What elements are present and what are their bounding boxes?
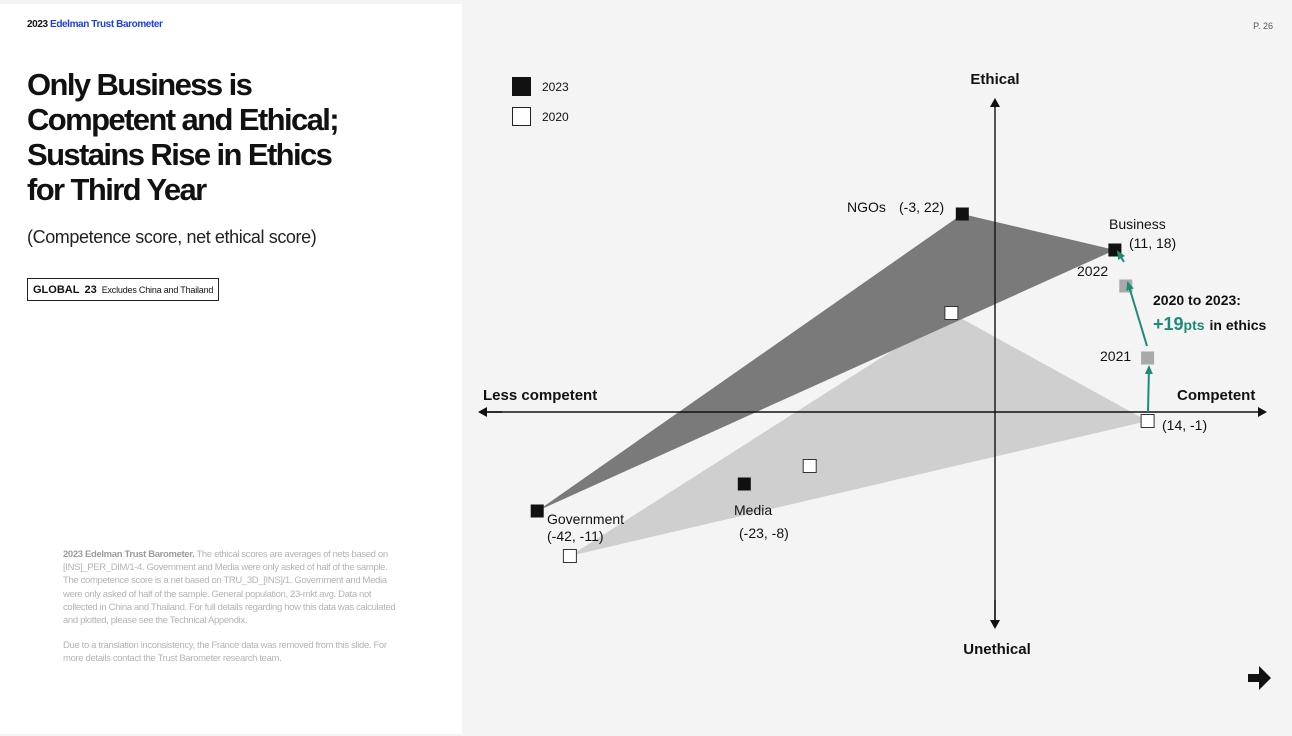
marker-2023-media [737,477,751,491]
badge-number: 23 [84,283,97,296]
marker-2020-government [562,549,577,563]
legend-label-2020: 2020 [542,110,569,124]
footnote-paragraph: 2023 Edelman Trust Barometer. The ethica… [63,548,403,627]
annotation-value: +19 [1153,314,1184,334]
title-line: Only Business is [27,67,253,102]
polygon-2023 [537,214,1115,511]
trend-label-2022: 2022 [1077,263,1108,279]
annotation-unit: pts [1184,317,1205,333]
point-label-government: Government [547,511,624,527]
legend-label-2023: 2023 [542,80,569,94]
badge-note: Excludes China and Thailand [101,284,214,295]
trend-arrow-2021-2022 [1126,281,1148,347]
point-label-media: Media [734,502,772,518]
page-number: P. 26 [1253,21,1273,31]
footnote-source: 2023 Edelman Trust Barometer. [63,549,195,560]
brand-header: 2023 Edelman Trust Barometer [27,19,163,30]
left-panel [0,4,462,734]
marker-2020-ngos [944,306,959,320]
badge-region: GLOBAL [33,283,80,296]
marker-2020-business [1140,414,1155,428]
trend-arrow-2022-2023 [1116,250,1126,263]
annotation-suffix: in ethics [1210,317,1267,333]
legend-swatch-2020 [512,107,531,126]
footnote-note: Due to a translation inconsistency, the … [63,640,387,665]
axis-label-less-competent: Less competent [483,387,597,404]
point-value-ngos: (-3, 22) [899,199,944,215]
axis-label-competent: Competent [1177,387,1255,404]
axis-label-ethical: Ethical [970,71,1019,88]
quadrant-chart: Ethical Unethical Competent Less compete… [478,71,1267,658]
trend-arrow-2020-2021 [1144,365,1153,413]
title-line: Competent and Ethical; [27,102,340,137]
annotation-line1: 2020 to 2023: [1153,292,1241,308]
global-badge: GLOBAL 23 Excludes China and Thailand [27,278,220,301]
point-value-business-2020: (14, -1) [1162,417,1207,433]
brand-year: 2023 [27,19,48,30]
chart-markers [530,207,1155,563]
point-value-business: (11, 18) [1129,235,1176,251]
annotation-line2: +19pts in ethics [1153,314,1267,334]
page-title: Only Business is Competent and Ethical; … [27,67,447,207]
trend-label-2021: 2021 [1100,348,1131,364]
point-value-media: (-23, -8) [739,525,789,541]
polygon-2020 [569,313,1148,556]
marker-2021-business [1141,351,1155,365]
footnote: 2023 Edelman Trust Barometer. The ethica… [63,548,403,678]
brand-name: Edelman Trust Barometer [50,19,163,30]
marker-2020-media [802,459,817,473]
marker-2023-ngos [955,207,969,221]
axis-label-unethical: Unethical [963,641,1031,658]
page-subtitle: (Competence score, net ethical score) [27,227,317,247]
title-line: for Third Year [27,172,207,207]
point-value-government: (-42, -11) [547,528,604,544]
title-line: Sustains Rise in Ethics [27,137,333,172]
marker-2023-government [530,504,544,518]
point-label-business: Business [1109,216,1166,232]
footnote-text: The ethical scores are averages of nets … [63,549,396,627]
point-label-ngos: NGOs [847,199,886,215]
next-arrow-icon[interactable] [1246,665,1272,691]
legend-swatch-2023 [512,77,531,96]
